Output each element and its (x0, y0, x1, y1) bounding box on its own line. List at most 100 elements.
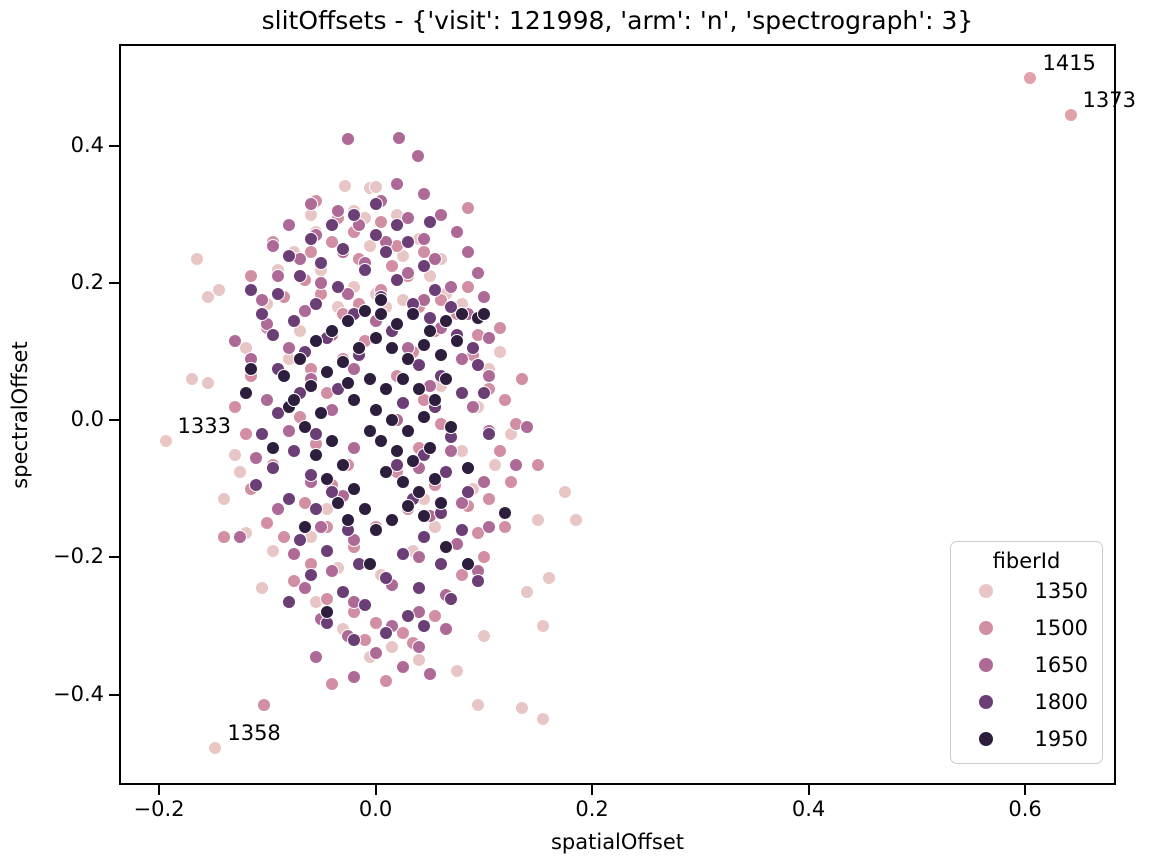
scatter-point (368, 180, 383, 195)
scatter-point (271, 502, 286, 517)
scatter-point (384, 413, 399, 428)
scatter-point (238, 385, 253, 400)
scatter-point (411, 550, 426, 565)
scatter-point (444, 420, 459, 435)
legend-swatch-1950 (979, 732, 993, 746)
legend-entry: 1650 (951, 647, 1102, 684)
scatter-point (341, 132, 356, 147)
scatter-point (287, 546, 302, 561)
scatter-point (476, 550, 491, 565)
scatter-point (444, 444, 459, 459)
x-tick-label: 0.2 (575, 797, 609, 821)
scatter-point (200, 289, 215, 304)
scatter-point (368, 615, 383, 630)
scatter-point (379, 464, 394, 479)
scatter-point (260, 392, 275, 407)
scatter-point (471, 526, 486, 541)
scatter-point (444, 279, 459, 294)
scatter-point (303, 567, 318, 582)
scatter-point (498, 505, 513, 520)
scatter-point (330, 204, 345, 219)
scatter-point (401, 351, 416, 366)
scatter-point (482, 519, 497, 534)
scatter-point (373, 307, 388, 322)
scatter-point (460, 245, 475, 260)
scatter-point (395, 625, 410, 640)
scatter-point (346, 533, 361, 548)
scatter-point (346, 392, 361, 407)
scatter-point (449, 334, 464, 349)
scatter-point (509, 457, 524, 472)
scatter-point (281, 217, 296, 232)
scatter-point (281, 594, 296, 609)
scatter-point (401, 235, 416, 250)
y-tick-mark (109, 693, 119, 696)
scatter-point (417, 187, 432, 202)
scatter-point (433, 207, 448, 222)
y-tick-mark (109, 419, 119, 422)
scatter-point (482, 427, 497, 442)
legend-entry: 1500 (951, 610, 1102, 647)
scatter-point (325, 217, 340, 232)
scatter-point (265, 440, 280, 455)
scatter-point (487, 457, 502, 472)
scatter-point (309, 427, 324, 442)
scatter-point (406, 454, 421, 469)
scatter-point (411, 581, 426, 596)
scatter-point (438, 313, 453, 328)
scatter-point (373, 293, 388, 308)
scatter-point (455, 307, 470, 322)
point-annotation-label: 1373 (1082, 88, 1136, 113)
plot-area (119, 44, 1116, 785)
legend-box: fiberId 1350 1500 1650 1800 1950 (950, 541, 1103, 764)
scatter-point (417, 509, 432, 524)
scatter-point (217, 529, 231, 544)
scatter-point (303, 379, 318, 394)
legend-label: 1350 (1034, 579, 1088, 603)
scatter-point (309, 502, 324, 517)
scatter-point (368, 523, 383, 537)
scatter-point (303, 468, 318, 483)
scatter-point (460, 485, 475, 500)
scatter-point (449, 224, 464, 239)
scatter-point (368, 228, 383, 243)
scatter-point (244, 283, 259, 298)
legend-label: 1800 (1034, 690, 1088, 714)
scatter-point (227, 334, 242, 349)
scatter-point (330, 495, 345, 510)
scatter-point (352, 341, 367, 356)
scatter-point (336, 584, 351, 599)
scatter-point (254, 581, 269, 596)
scatter-point (482, 368, 497, 383)
scatter-point (265, 461, 280, 476)
scatter-point (482, 492, 497, 507)
scatter-point (254, 427, 269, 442)
scatter-point (292, 533, 307, 548)
scatter-point (298, 519, 313, 534)
scatter-point (292, 269, 307, 284)
scatter-point (392, 130, 407, 145)
legend-title: fiberId (992, 549, 1061, 573)
scatter-point (244, 269, 259, 284)
scatter-point (363, 372, 378, 387)
scatter-point (471, 697, 486, 712)
scatter-point (417, 259, 432, 274)
scatter-point (363, 423, 378, 438)
scatter-point (503, 475, 518, 490)
scatter-point (438, 622, 453, 637)
scatter-point (438, 372, 453, 387)
scatter-point (244, 361, 259, 376)
scatter-point (336, 241, 351, 256)
scatter-point (433, 495, 448, 510)
y-tick-label: −0.4 (53, 681, 104, 706)
scatter-point (271, 406, 286, 421)
scatter-point (346, 440, 361, 455)
scatter-point (336, 457, 351, 472)
x-tick-mark (807, 785, 810, 795)
scatter-point (476, 629, 491, 644)
scatter-point (465, 341, 480, 356)
scatter-point (271, 286, 286, 301)
scatter-point (379, 625, 394, 640)
scatter-point (460, 557, 475, 572)
scatter-point (411, 485, 426, 500)
